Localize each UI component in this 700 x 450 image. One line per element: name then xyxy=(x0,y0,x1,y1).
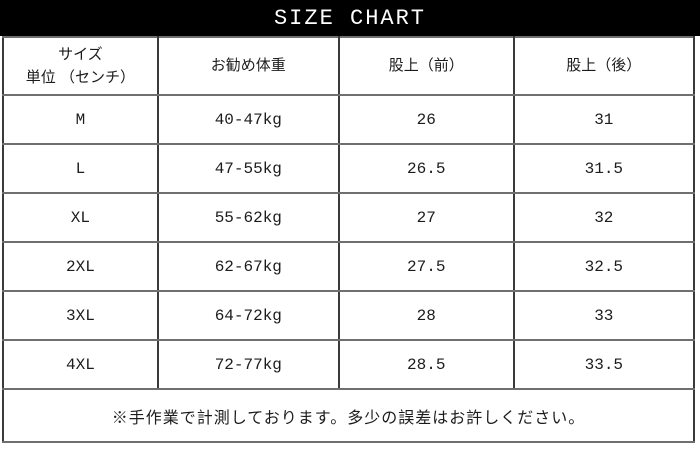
table-header: サイズ 単位 （センチ） お勧め体重 股上（前） 股上（後） xyxy=(2,36,696,96)
rise-front-value: 27.5 xyxy=(337,241,515,292)
size-label: M xyxy=(2,94,159,145)
size-label: 2XL xyxy=(2,241,159,292)
size-label: 4XL xyxy=(2,339,159,390)
weight-value: 47-55kg xyxy=(156,143,340,194)
rise-front-value: 28.5 xyxy=(337,339,515,390)
rise-front-value: 28 xyxy=(337,290,515,341)
table-body: M 40-47kg 26 31 L 47-55kg 26.5 31.5 XL 5… xyxy=(2,94,696,443)
table-row-3xl: 3XL 64-72kg 28 33 xyxy=(2,290,696,341)
page-title: SIZE CHART xyxy=(273,5,427,31)
rise-front-value: 26 xyxy=(337,94,515,145)
column-header-size-unit: サイズ 単位 （センチ） xyxy=(2,36,159,96)
table-row-xl: XL 55-62kg 27 32 xyxy=(2,192,696,243)
rise-back-value: 32 xyxy=(512,192,696,243)
footnote-row: ※手作業で計測しております。多少の誤差はお許しください。 xyxy=(2,388,695,443)
header-size-line2: 単位 （センチ） xyxy=(25,69,135,86)
table-row-l: L 47-55kg 26.5 31.5 xyxy=(2,143,696,194)
weight-value: 64-72kg xyxy=(156,290,340,341)
rise-back-value: 32.5 xyxy=(512,241,696,292)
rise-back-value: 33 xyxy=(512,290,696,341)
size-label: XL xyxy=(2,192,159,243)
column-header-recommended-weight: お勧め体重 xyxy=(156,36,340,96)
header-row: サイズ 単位 （センチ） お勧め体重 股上（前） 股上（後） xyxy=(2,36,696,96)
rise-front-value: 26.5 xyxy=(337,143,515,194)
table-row-m: M 40-47kg 26 31 xyxy=(2,94,696,145)
rise-back-value: 33.5 xyxy=(512,339,696,390)
title-bar: SIZE CHART xyxy=(0,0,700,36)
rise-front-value: 27 xyxy=(337,192,515,243)
column-header-rise-front: 股上（前） xyxy=(337,36,515,96)
measurement-disclaimer: ※手作業で計測しております。多少の誤差はお許しください。 xyxy=(2,388,695,443)
size-label: L xyxy=(2,143,159,194)
table-row-2xl: 2XL 62-67kg 27.5 32.5 xyxy=(2,241,696,292)
size-table: サイズ 単位 （センチ） お勧め体重 股上（前） 股上（後） M 40-47kg… xyxy=(2,36,696,443)
weight-value: 62-67kg xyxy=(156,241,340,292)
table-row-4xl: 4XL 72-77kg 28.5 33.5 xyxy=(2,339,696,390)
rise-back-value: 31 xyxy=(512,94,696,145)
header-size-line1: サイズ xyxy=(58,45,103,63)
column-header-rise-back: 股上（後） xyxy=(512,36,696,96)
rise-back-value: 31.5 xyxy=(512,143,696,194)
weight-value: 40-47kg xyxy=(156,94,340,145)
size-label: 3XL xyxy=(2,290,159,341)
weight-value: 55-62kg xyxy=(156,192,340,243)
weight-value: 72-77kg xyxy=(156,339,340,390)
